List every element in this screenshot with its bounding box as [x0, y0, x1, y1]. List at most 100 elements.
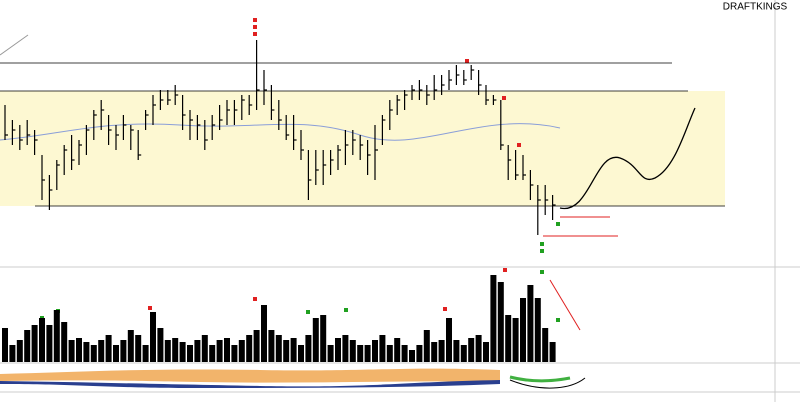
volume-bar [39, 318, 45, 362]
oscillator [0, 380, 500, 388]
volume-bar [372, 340, 378, 362]
volume-bar [401, 345, 408, 362]
volume-bar [172, 338, 179, 362]
volume-bar [105, 335, 112, 362]
volume-bar [416, 345, 423, 362]
moving-average [0, 123, 561, 141]
volume-bar [497, 282, 504, 362]
volume-bar [90, 345, 97, 362]
volume-bar [120, 340, 127, 362]
volume-bar [423, 330, 430, 362]
volume-bar [224, 338, 230, 362]
volume-bar [201, 335, 208, 362]
sell-marker [503, 268, 507, 272]
oscillator-curve [509, 377, 586, 389]
chart-title: DRAFTKINGS [723, 2, 788, 13]
volume-bar [379, 335, 386, 362]
buy-marker [540, 249, 544, 253]
volume-bar [475, 335, 482, 362]
volume-bar [542, 328, 549, 362]
volume-bar [320, 315, 327, 362]
volume-bar [24, 330, 31, 362]
volume-bar [98, 340, 105, 362]
volume-bar [483, 342, 489, 362]
volume-bar [135, 335, 142, 362]
volume-bar [298, 345, 304, 362]
buy-marker [556, 318, 560, 322]
volume-bar [446, 318, 452, 362]
volume-bar [520, 298, 526, 362]
volume-bar [409, 350, 415, 362]
volume-bar [164, 340, 171, 362]
trend-line [0, 34, 29, 56]
volume-bar [275, 335, 282, 362]
volume-bar [209, 345, 216, 362]
volume-bar [2, 328, 8, 362]
volume-bar [179, 342, 186, 362]
sell-marker [502, 96, 506, 100]
sell-marker [465, 59, 469, 63]
buy-marker [540, 270, 544, 274]
volume-bar [349, 340, 356, 362]
volume-bar [549, 342, 556, 362]
volume-bar [83, 342, 90, 362]
projection [559, 107, 696, 209]
oscillator [0, 368, 500, 383]
volume-trend [549, 279, 581, 331]
volume-bar [327, 345, 334, 362]
volume-bar [534, 298, 541, 362]
volume-bar [113, 345, 119, 362]
volume-bar [512, 318, 519, 362]
volume-bar [283, 340, 290, 362]
volume-bar [61, 322, 68, 362]
volume-bar [127, 330, 134, 362]
volume-bar [438, 340, 445, 362]
zone [0, 91, 725, 206]
volume-bar [268, 330, 275, 362]
volume-bar [305, 335, 312, 362]
volume-bar [194, 340, 201, 362]
volume-bar [142, 345, 149, 362]
volume-bar [460, 345, 467, 362]
volume-bar [490, 275, 497, 362]
volume-bar [9, 345, 16, 362]
buy-marker [306, 310, 310, 314]
volume-bar [505, 315, 512, 362]
volume-bar [290, 338, 297, 362]
volume-bar [157, 328, 164, 362]
volume-bar [261, 305, 267, 362]
volume-bar [468, 338, 475, 362]
buy-marker [540, 242, 544, 246]
volume-bar [527, 285, 534, 362]
volume-bar [46, 325, 53, 362]
sell-marker [148, 306, 152, 310]
volume-bar [76, 338, 82, 362]
sell-marker [253, 32, 257, 36]
volume-bar [342, 335, 349, 362]
volume-bar [253, 330, 260, 362]
volume-bar [231, 345, 238, 362]
sell-marker [443, 307, 447, 311]
volume-bar [68, 340, 75, 362]
volume-bar [216, 340, 223, 362]
volume-bar [357, 345, 364, 362]
volume-bar [364, 345, 371, 362]
buy-marker [344, 308, 348, 312]
volume-bar [386, 345, 393, 362]
sell-marker [253, 18, 257, 22]
buy-marker [556, 222, 560, 226]
oscillator [509, 375, 571, 383]
sell-marker [253, 25, 257, 29]
sell-markers [148, 18, 521, 311]
sell-marker [253, 297, 257, 301]
volume-bar [238, 340, 245, 362]
volume-bar [53, 310, 60, 362]
sell-marker [517, 143, 521, 147]
volume-bar [431, 342, 438, 362]
volume-bar [312, 318, 319, 362]
volume-bar [394, 338, 401, 362]
volume-bar [335, 338, 341, 362]
volume-bar [150, 312, 156, 362]
volume-bar [453, 340, 460, 362]
